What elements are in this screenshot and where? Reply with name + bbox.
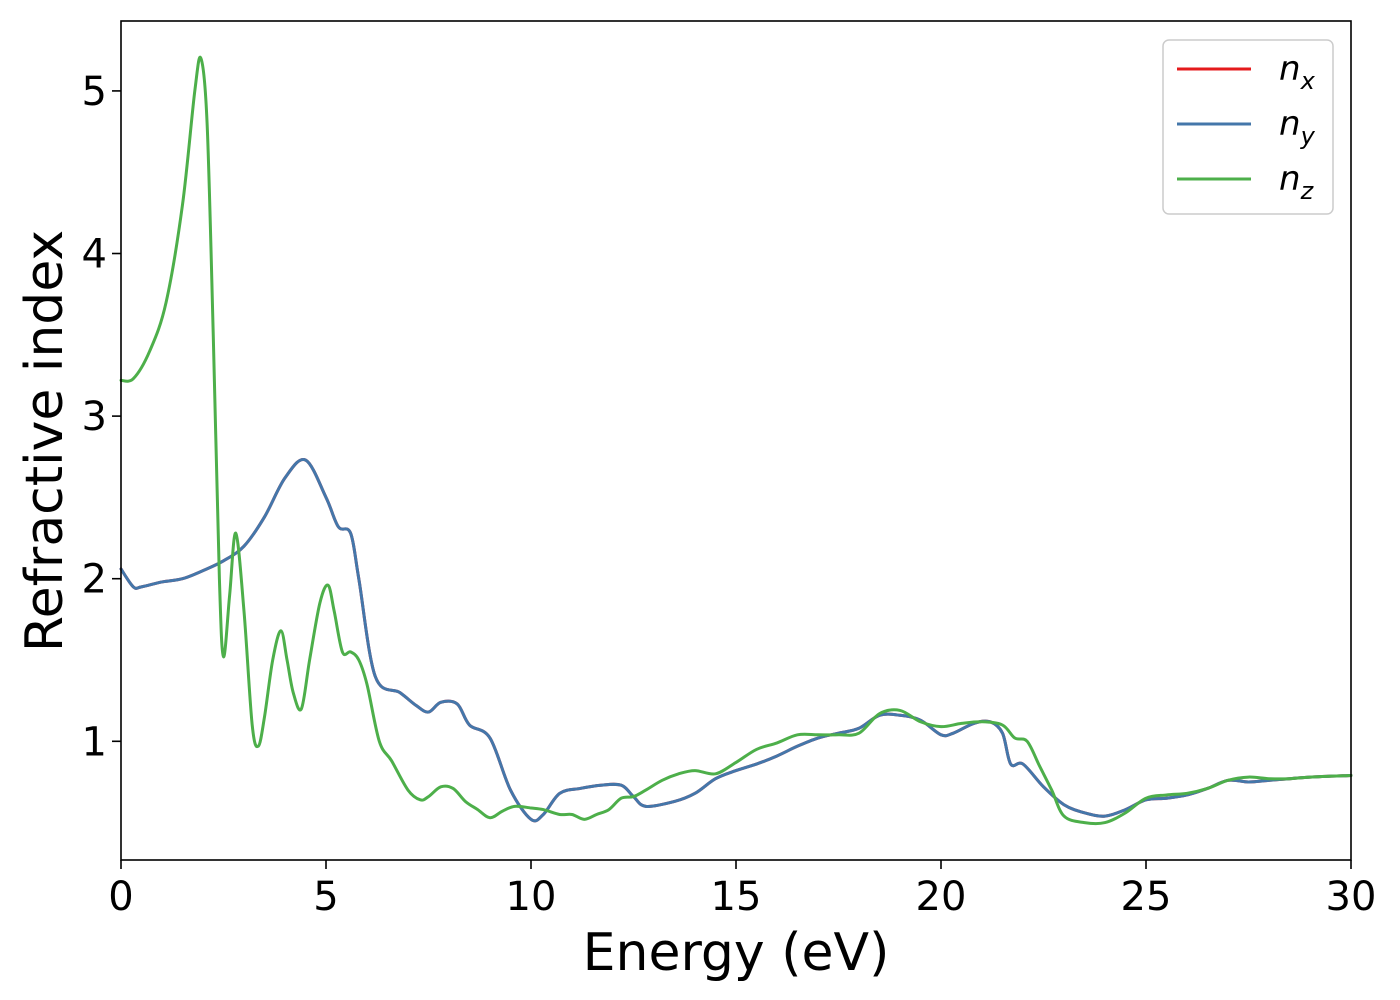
series-layer bbox=[119, 55, 1353, 826]
x-tick-label: 15 bbox=[711, 874, 762, 920]
legend-label-subscript: z bbox=[1300, 177, 1315, 205]
x-tick-label: 25 bbox=[1121, 874, 1172, 920]
legend-box bbox=[1162, 39, 1334, 215]
y-tick-label: 1 bbox=[82, 719, 107, 765]
legend-label-subscript: y bbox=[1300, 122, 1316, 150]
y-tick-label: 2 bbox=[82, 557, 107, 603]
x-tick-label: 0 bbox=[108, 874, 133, 920]
y-axis-ticks: 1 2 3 4 5 bbox=[82, 69, 121, 765]
y-tick-label: 3 bbox=[82, 394, 107, 440]
x-axis-label: Energy (eV) bbox=[583, 923, 890, 983]
y-axis-label: Refractive index bbox=[15, 230, 75, 652]
y-tick-label: 4 bbox=[82, 232, 107, 278]
x-tick-label: 5 bbox=[313, 874, 338, 920]
series-line-z bbox=[119, 55, 1353, 826]
legend-label-x: nx bbox=[1279, 49, 1316, 95]
x-axis-ticks: 0 5 10 15 20 25 30 bbox=[108, 860, 1376, 920]
x-tick-label: 20 bbox=[916, 874, 967, 920]
x-tick-label: 30 bbox=[1326, 874, 1377, 920]
x-tick-label: 10 bbox=[506, 874, 557, 920]
y-tick-label: 5 bbox=[82, 69, 107, 115]
legend-label-subscript: x bbox=[1300, 67, 1316, 95]
series-line-y bbox=[119, 457, 1353, 823]
legend-label-y: ny bbox=[1279, 104, 1316, 150]
